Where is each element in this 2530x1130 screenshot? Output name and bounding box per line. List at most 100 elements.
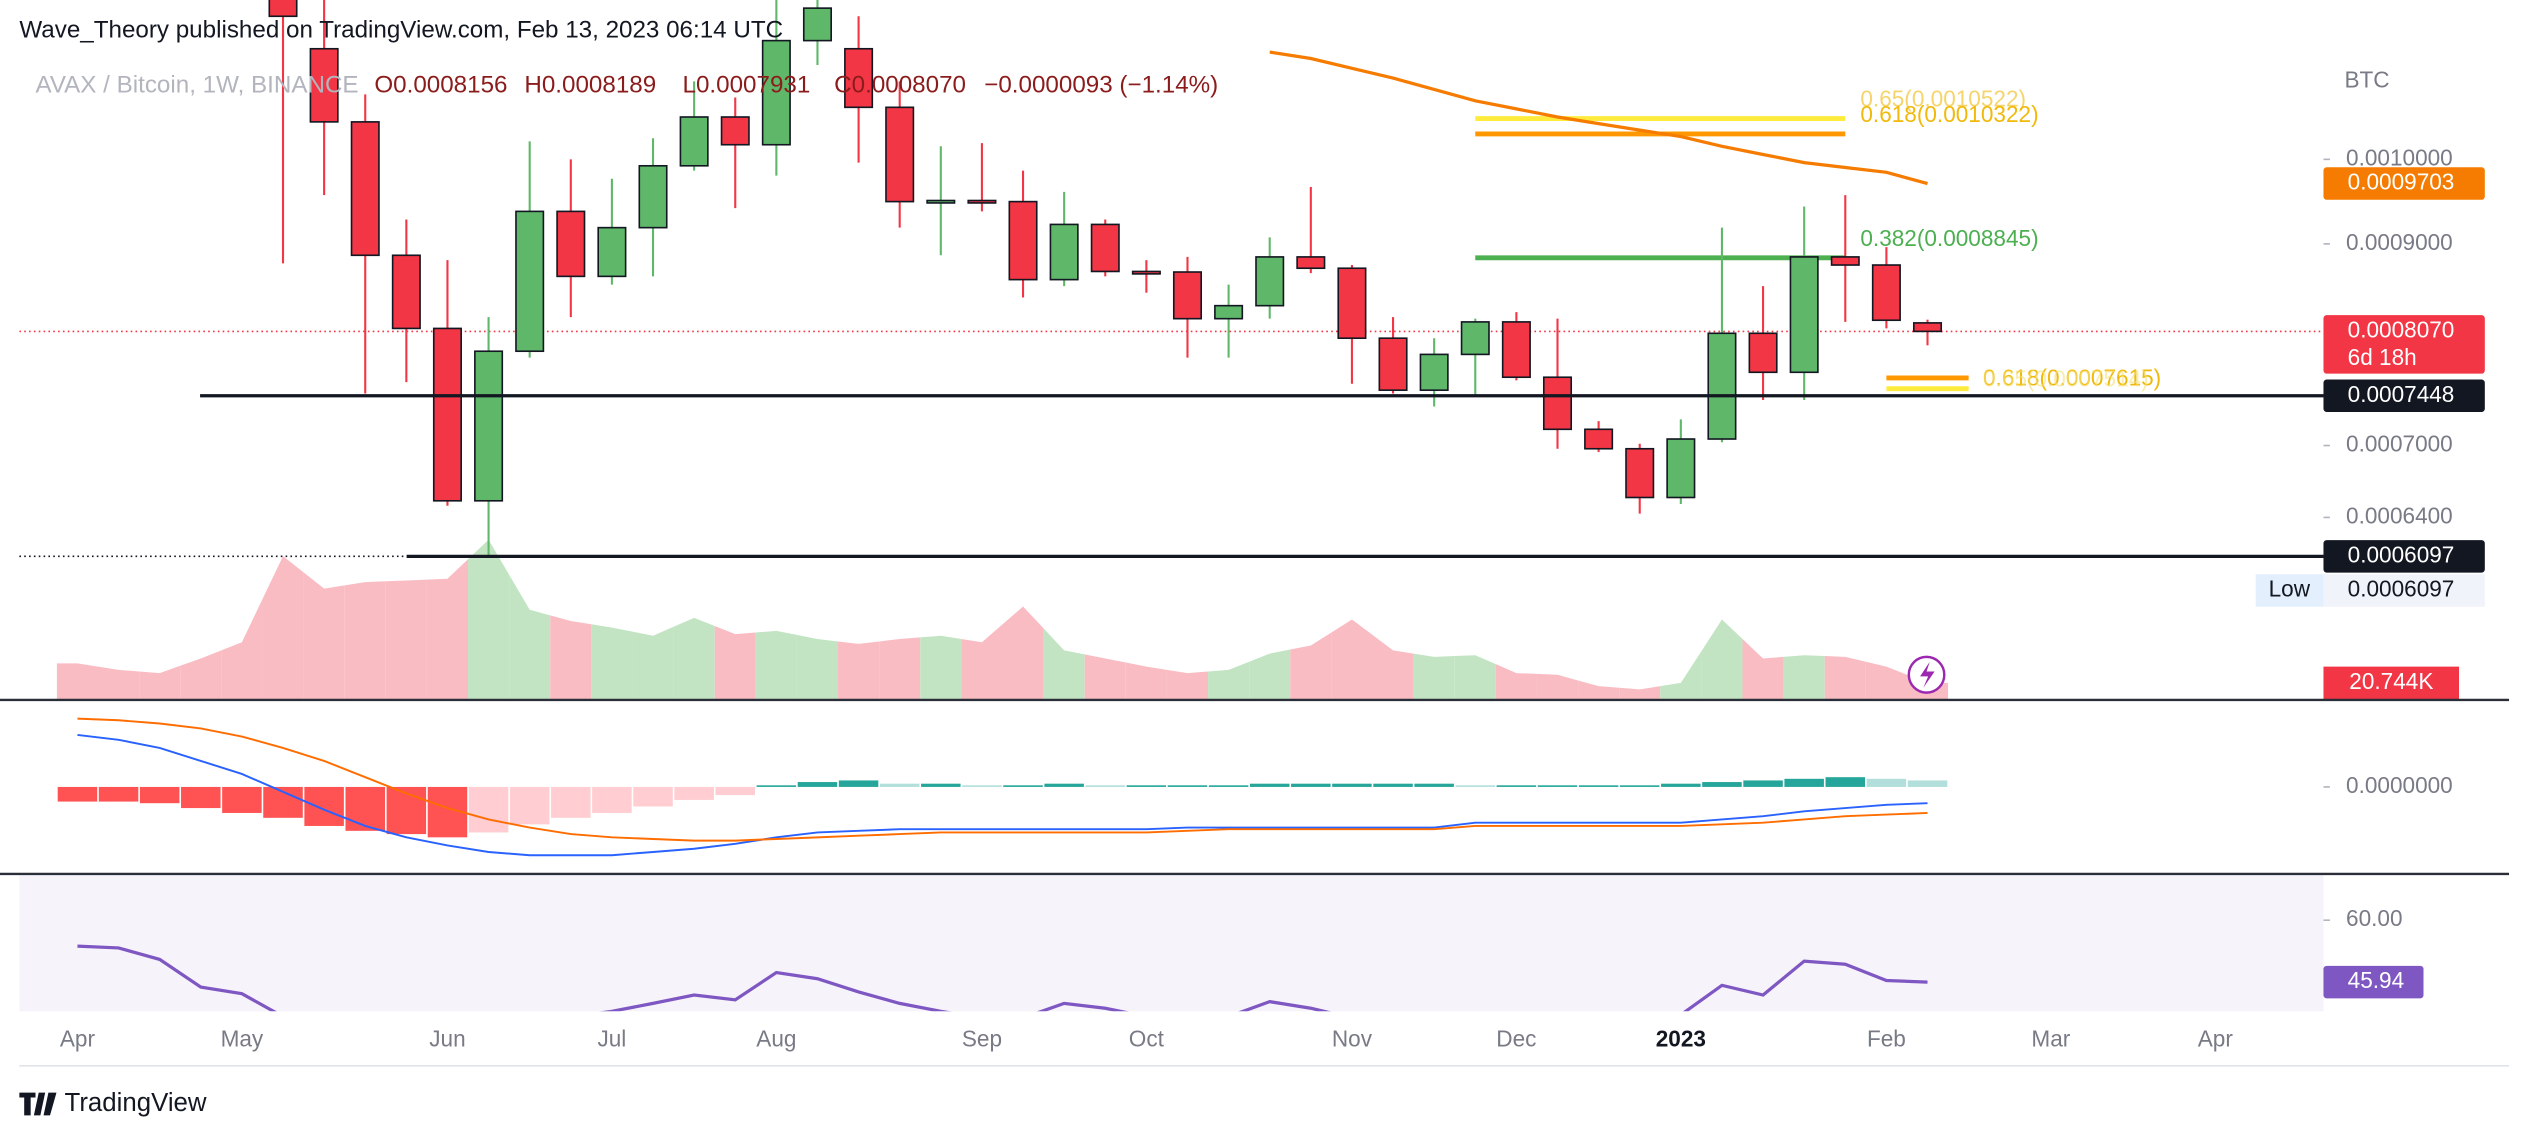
x-tick-label: Dec	[1496, 1026, 1536, 1052]
volume-area	[426, 559, 469, 700]
volume-area	[139, 665, 181, 700]
legend-item: L0.0007931	[683, 72, 811, 99]
candle-body	[268, 0, 298, 18]
macd-bar	[1619, 785, 1660, 787]
legend-item: O0.0008156	[374, 72, 507, 99]
volume-area	[961, 624, 1003, 700]
x-tick-label: May	[221, 1026, 264, 1052]
macd-bar	[1866, 778, 1907, 787]
macd-bar	[1537, 785, 1578, 787]
volume-pane	[56, 539, 1949, 700]
volume-area	[632, 626, 674, 700]
volume-area	[1495, 664, 1537, 700]
volume-area	[303, 572, 345, 700]
candle-body	[1214, 304, 1244, 320]
candle-body	[1625, 447, 1655, 499]
volume-area	[180, 650, 222, 700]
volume-area	[550, 615, 592, 700]
moving-average	[1269, 50, 1928, 186]
volume-area	[796, 634, 839, 700]
volume-area	[509, 574, 551, 700]
macd-bar	[1249, 783, 1290, 787]
x-tick-label: 2023	[1656, 1026, 1706, 1052]
rsi-tag-label: 45.94	[2348, 967, 2404, 993]
volume-area	[98, 666, 140, 700]
rsi-tag	[2323, 965, 2424, 999]
volume-area	[1536, 673, 1579, 700]
volume-area	[1208, 661, 1250, 700]
candle-body	[1871, 264, 1901, 322]
macd-bar	[222, 786, 262, 813]
rsi-band	[19, 874, 2324, 1012]
x-tick-label: Jun	[429, 1026, 465, 1052]
volume-area	[714, 625, 756, 700]
fib-label: 0.65(0.0010522)	[1860, 86, 2026, 112]
candle-body	[1666, 438, 1696, 499]
level-tag-label: 0.0007448	[2348, 381, 2455, 407]
volume-area	[344, 581, 386, 700]
candle-body	[556, 210, 586, 278]
candle-body	[1789, 256, 1819, 374]
x-tick-label: Oct	[1129, 1026, 1165, 1052]
candle-body	[1707, 332, 1737, 440]
volume-area	[1742, 638, 1784, 700]
level-tag	[2323, 540, 2485, 573]
volume-area	[1783, 655, 1825, 700]
candle-body	[1296, 256, 1326, 270]
y-tick-label: 0.0007000	[2346, 430, 2453, 456]
level-tag	[2323, 379, 2485, 413]
candle-body	[1090, 223, 1120, 273]
volume-area	[1454, 655, 1496, 700]
macd-bar	[345, 786, 385, 831]
macd-bar	[1825, 777, 1866, 787]
footer: TradingView	[65, 1089, 207, 1117]
macd-line	[77, 733, 1928, 857]
candle-body	[802, 7, 832, 42]
volume-area	[1249, 649, 1291, 700]
volume-area	[838, 641, 880, 700]
macd-pane	[57, 717, 1948, 857]
header: Wave_Theory published on TradingView.com…	[19, 16, 783, 43]
volume-area	[673, 617, 715, 700]
macd-bar	[1044, 783, 1084, 787]
candle-body	[1748, 332, 1778, 374]
candle-body	[1419, 353, 1449, 391]
volume-area	[1578, 680, 1620, 700]
candle-body	[1172, 271, 1203, 320]
candle-body	[844, 47, 874, 109]
candle-body	[885, 106, 915, 203]
macd-bar	[1208, 785, 1249, 787]
macd-bar	[1414, 783, 1454, 787]
overlay: AVAX / Bitcoin, 1W, BINANCE O0.0008156 H0.…	[19, 66, 2485, 1052]
candle-body	[1131, 270, 1161, 275]
macd-bar	[1167, 785, 1208, 787]
macd-bar	[551, 786, 591, 818]
volume-area	[1865, 661, 1907, 700]
price-tag-countdown: 6d 18h	[2348, 344, 2417, 370]
candle-body	[1255, 256, 1285, 307]
macd-bar	[921, 783, 961, 787]
volume-area	[1002, 606, 1044, 700]
x-tick-label: Jul	[597, 1026, 626, 1052]
volume-area	[1413, 653, 1455, 700]
macd-bar	[715, 786, 755, 796]
y-tick-label: 0.0006400	[2346, 502, 2453, 528]
candle-body	[1378, 337, 1408, 391]
x-tick-label: Nov	[1332, 1026, 1373, 1052]
candle-body	[1912, 322, 1943, 333]
candle-body	[474, 350, 504, 502]
x-tick-label: Sep	[962, 1026, 1002, 1052]
x-tick-label: Apr	[60, 1026, 96, 1052]
volume-area	[56, 663, 99, 700]
macd-bar	[1291, 783, 1331, 787]
candle-body	[720, 116, 750, 146]
price-tag	[2323, 315, 2485, 374]
volume-area	[1824, 656, 1866, 700]
volume-tag	[2323, 666, 2460, 700]
low-name: Low	[2269, 575, 2311, 601]
candle-body	[432, 327, 462, 502]
macd-tick-label: 0.0000000	[2346, 772, 2453, 798]
macd-bar	[1496, 785, 1537, 787]
rsi-tick-label: 60.00	[2346, 905, 2402, 931]
volume-area	[1701, 619, 1743, 700]
